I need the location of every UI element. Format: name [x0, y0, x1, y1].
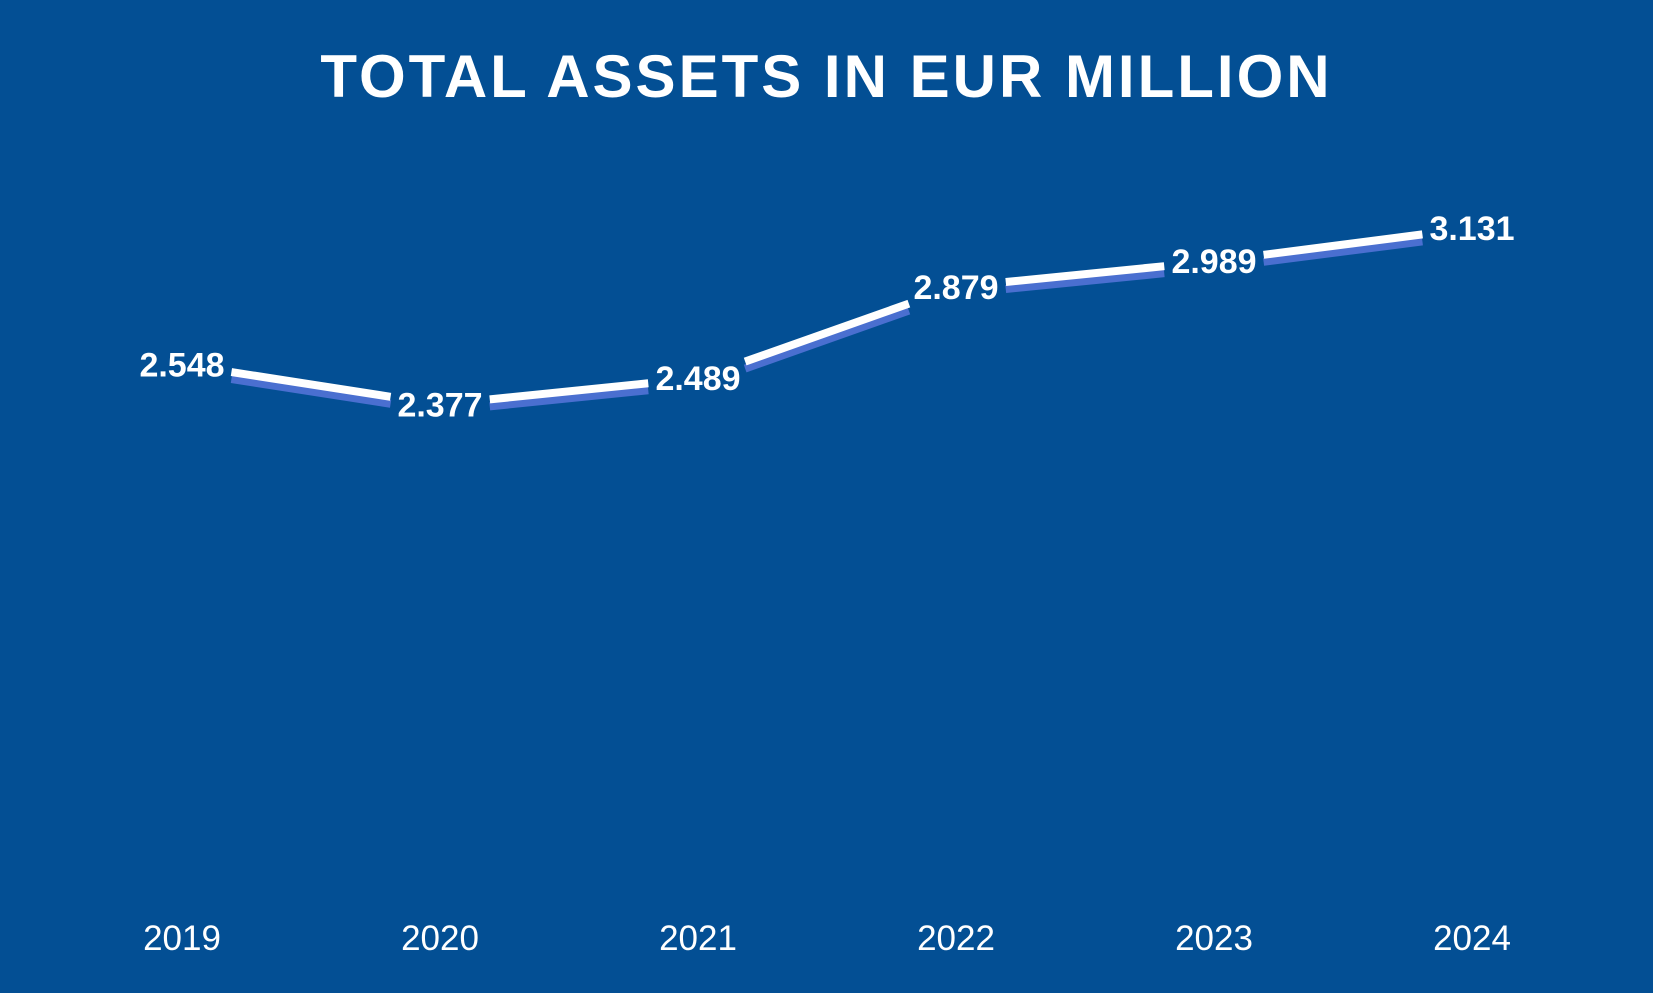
line-segment-shadow — [230, 375, 392, 408]
line-segment-shadow — [743, 306, 911, 373]
x-tick-label-2022: 2022 — [917, 919, 995, 958]
x-axis: 2019 2020 2021 2022 2023 2024 — [143, 919, 1511, 958]
value-label-2019: 2.548 — [139, 346, 224, 384]
x-tick-label-2020: 2020 — [401, 919, 479, 958]
x-tick-label-2023: 2023 — [1175, 919, 1253, 958]
x-tick-label-2021: 2021 — [659, 919, 737, 958]
line-segment — [743, 299, 911, 366]
value-label-2020: 2.377 — [397, 386, 482, 424]
x-tick-label-2019: 2019 — [143, 919, 221, 958]
value-label-2022: 2.879 — [913, 269, 998, 307]
series-line — [230, 230, 1423, 411]
x-tick-label-2024: 2024 — [1433, 919, 1511, 958]
chart-title: TOTAL ASSETS IN EUR MILLION — [320, 43, 1333, 110]
line-segment — [1263, 230, 1423, 259]
value-label-2024: 3.131 — [1429, 210, 1514, 248]
line-segment-shadow — [1263, 237, 1423, 266]
value-label-2023: 2.989 — [1171, 243, 1256, 281]
line-segment-shadow — [1005, 269, 1165, 293]
data-labels: 2.548 2.377 2.489 2.879 2.989 3.131 — [139, 210, 1514, 424]
line-segment-shadow — [489, 386, 649, 411]
line-segment — [1005, 262, 1165, 286]
value-label-2021: 2.489 — [655, 360, 740, 398]
line-segment — [489, 379, 649, 404]
line-segment — [230, 368, 392, 401]
drop-lines — [180, 256, 1474, 880]
